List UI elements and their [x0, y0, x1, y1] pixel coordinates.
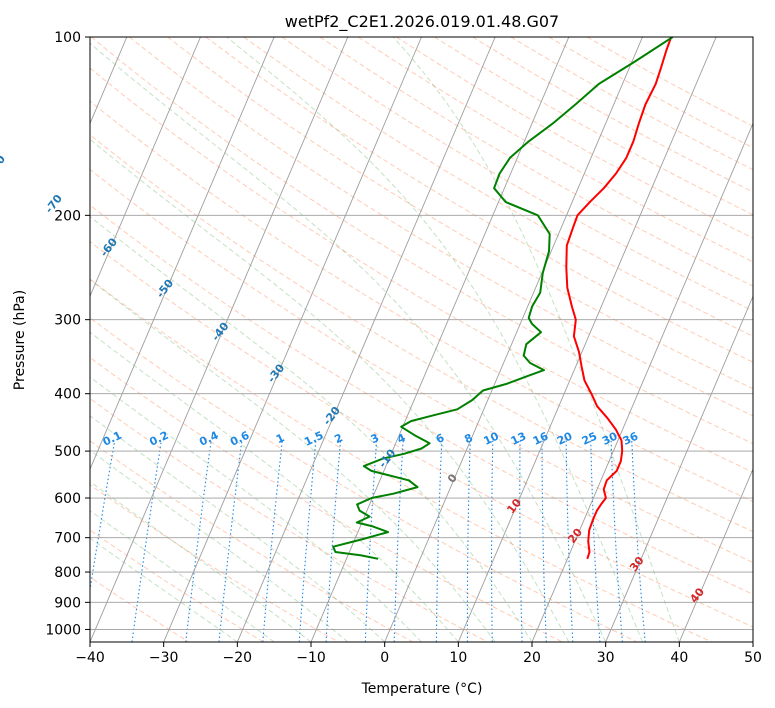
isotherm-line [605, 295, 753, 642]
y-tick-label: 700 [54, 531, 81, 547]
mixing-ratio-line [565, 440, 574, 642]
x-tick-label: −10 [296, 650, 326, 666]
mixing-ratio-line [364, 440, 378, 642]
x-axis: −40 −30 −20 −10 0 10 20 30 40 50 [75, 642, 762, 666]
dry-adiabat-line [90, 100, 753, 503]
dry-adiabat-line [90, 37, 753, 445]
dry-adiabat-line [243, 37, 753, 337]
dry-adiabat-line [319, 37, 753, 287]
dry-adiabat-line [90, 529, 264, 642]
x-tick-label: 50 [744, 650, 762, 666]
isotherm-line [457, 37, 717, 642]
moist-adiabat-line [90, 415, 386, 642]
mixing-ratio-line [185, 440, 212, 642]
plot-frame [89, 36, 754, 643]
mixing-ratio-line [490, 440, 494, 642]
x-tick-label: 30 [597, 650, 615, 666]
mixing-ratio-label: 36 [621, 429, 641, 447]
x-tick-label: −30 [149, 650, 179, 666]
isotherm-line [678, 467, 753, 642]
mixing-ratio-line [610, 440, 623, 642]
mixing-ratio-line [262, 440, 283, 642]
y-tick-label: 300 [54, 313, 81, 329]
moist-adiabat-line [90, 331, 459, 642]
moist-adiabat-line [90, 449, 349, 642]
plot-area [90, 37, 753, 642]
dry-adiabat-line [205, 37, 753, 363]
moist-adiabat-line [90, 279, 496, 642]
grid [90, 37, 753, 642]
mixing-ratio-label: 16 [531, 429, 551, 447]
x-tick-label: 20 [523, 650, 541, 666]
mixing-ratio-line [631, 440, 646, 642]
dry-adiabat-line [90, 241, 753, 628]
isotherm-line [752, 640, 753, 642]
mixing-ratio-line [519, 440, 523, 642]
background-lines [90, 37, 753, 642]
moist-adiabat-line [90, 537, 238, 642]
dewpoint-profile-line [332, 37, 674, 560]
dry-adiabat-line [90, 356, 563, 642]
mixing-ratio-label: 10 [482, 429, 502, 447]
y-tick-label: 400 [54, 387, 81, 403]
isotherm-line [90, 37, 201, 298]
y-axis: 100 200 300 400 500 600 700 800 900 1000 [45, 30, 90, 638]
dry-adiabat-line [90, 397, 488, 642]
x-tick-label: 10 [449, 650, 467, 666]
dry-adiabat-line [90, 67, 753, 473]
mixing-ratio-label: 13 [509, 430, 528, 448]
moist-adiabat-line [226, 37, 643, 642]
x-axis-label: Temperature (°C) [361, 681, 483, 697]
y-tick-label: 100 [54, 30, 81, 46]
moist-adiabat-line [90, 138, 570, 642]
moist-adiabat-line [90, 376, 422, 642]
dry-adiabat-line [90, 134, 753, 533]
chart-title: wetPf2_C2E1.2026.019.01.48.G07 [285, 12, 559, 32]
mixing-ratio-line [541, 440, 547, 642]
isotherm-line [531, 122, 753, 642]
y-tick-label: 600 [54, 491, 81, 507]
isotherm-line [163, 37, 422, 642]
mixing-ratio-line [131, 440, 162, 642]
moist-adiabat-line [392, 37, 680, 642]
y-tick-label: 200 [54, 208, 81, 224]
dry-adiabat-line [90, 278, 712, 642]
y-tick-label: 800 [54, 565, 81, 581]
mixing-ratio-label: 20 [555, 429, 575, 447]
temperature-profile-line [565, 37, 673, 560]
dry-adiabat-line [90, 317, 638, 642]
dry-adiabat-line [90, 204, 753, 595]
x-tick-label: −20 [223, 650, 253, 666]
mixing-ratio-line [90, 440, 116, 594]
y-tick-label: 900 [54, 595, 81, 611]
x-tick-label: −40 [75, 650, 105, 666]
dry-adiabat-line [167, 37, 753, 390]
isotherm-line [90, 37, 275, 471]
mixing-ratio-line [218, 440, 243, 642]
mixing-ratio-label: 30 [600, 429, 620, 447]
mixing-ratio-line [435, 440, 443, 642]
y-axis-label: Pressure (hPa) [12, 290, 28, 390]
series-layer [332, 37, 674, 560]
mixing-ratio-label: 25 [580, 430, 599, 448]
isotherm-label: -80 [0, 152, 8, 176]
isotherm-line [384, 37, 643, 642]
mixing-ratio-line [298, 440, 317, 642]
y-tick-label: 500 [54, 444, 81, 460]
isotherm-line [90, 37, 349, 642]
mixing-ratio-line [590, 440, 601, 642]
mixing-ratio-line [466, 440, 471, 642]
x-tick-label: 40 [670, 650, 688, 666]
isotherm-line [236, 37, 496, 642]
mixing-ratio-line [325, 440, 342, 642]
y-tick-label: 1000 [45, 622, 81, 638]
x-tick-label: 0 [380, 650, 389, 666]
